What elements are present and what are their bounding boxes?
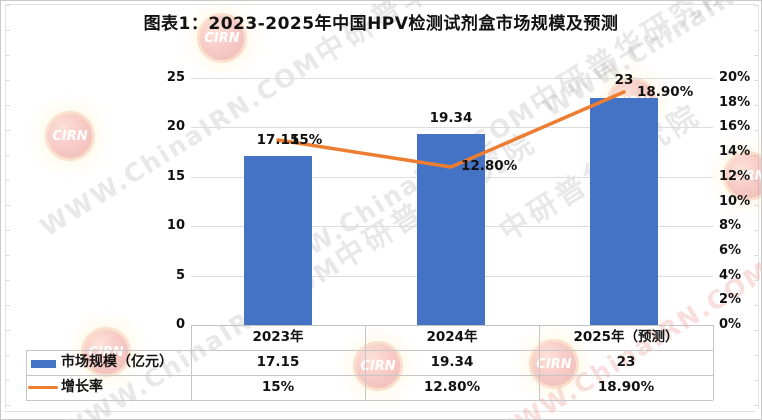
legend-line-swatch xyxy=(28,386,58,389)
table-value: 23 xyxy=(616,354,636,370)
bar-2025 xyxy=(590,98,658,325)
y-axis-left-tick: 5 xyxy=(175,268,185,283)
y-axis-right-tick: 6% xyxy=(719,243,742,258)
table-value: 17.15 xyxy=(256,354,300,370)
outer-frame-bottom xyxy=(5,411,755,412)
outer-frame-right xyxy=(754,5,759,409)
table-line xyxy=(26,375,713,376)
bar-label-2025: 23 xyxy=(614,72,634,88)
y-axis-left-tick: 15 xyxy=(166,169,185,184)
x-category-2024: 2024年 xyxy=(426,329,478,345)
cirn-logo-watermark: CIRN xyxy=(45,111,95,161)
table-line xyxy=(26,400,713,401)
line-label-2023: 15% xyxy=(290,132,323,148)
x-axis-line xyxy=(191,325,713,326)
legend-label-growth-rate: 增长率 xyxy=(61,379,103,395)
legend-label-market-size: 市场规模（亿元） xyxy=(61,354,173,370)
y-axis-right-tick: 20% xyxy=(719,70,751,85)
line-label-2024: 12.80% xyxy=(461,158,518,174)
table-value: 15% xyxy=(261,379,295,395)
x-category-2023: 2023年 xyxy=(252,329,304,345)
table-line xyxy=(713,325,714,400)
table-line xyxy=(539,325,540,400)
bar-label-2023: 17.15 xyxy=(256,132,300,148)
y-axis-left-tick: 25 xyxy=(166,70,185,85)
y-axis-right-tick: 12% xyxy=(719,169,751,184)
y-axis-left-tick: 10 xyxy=(166,218,185,233)
table-value: 19.34 xyxy=(430,354,474,370)
y-axis-right-tick: 18% xyxy=(719,95,751,110)
table-value: 18.90% xyxy=(597,379,655,395)
table-line xyxy=(26,350,27,400)
y-axis-right-tick: 10% xyxy=(719,194,751,209)
table-value: 12.80% xyxy=(423,379,481,395)
bar-label-2024: 19.34 xyxy=(429,110,473,126)
line-label-2025: 18.90% xyxy=(637,84,694,100)
y-axis-right-tick: 16% xyxy=(719,119,751,134)
x-category-2025: 2025年（预测） xyxy=(573,329,679,345)
table-line xyxy=(26,350,713,351)
y-axis-right-tick: 8% xyxy=(719,218,742,233)
y-axis-right-tick: 14% xyxy=(719,144,751,159)
y-axis-right-tick: 2% xyxy=(719,292,742,307)
table-line xyxy=(191,325,192,400)
gridline xyxy=(191,78,713,79)
legend-bar-swatch xyxy=(31,360,56,368)
bar-2023 xyxy=(244,156,312,325)
table-line xyxy=(365,325,366,400)
outer-frame-top xyxy=(5,4,755,5)
y-axis-right-tick: 0% xyxy=(719,317,742,332)
y-axis-right-tick: 4% xyxy=(719,268,742,283)
chart-title: 图表1：2023-2025年中国HPV检测试剂盒市场规模及预测 xyxy=(143,14,619,34)
outer-frame-left xyxy=(5,5,10,409)
y-axis-left-tick: 0 xyxy=(175,317,185,332)
y-axis-left-tick: 20 xyxy=(166,119,185,134)
